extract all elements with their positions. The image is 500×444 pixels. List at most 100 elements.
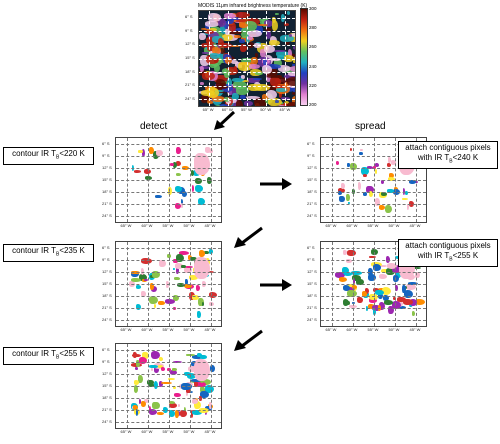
latitude-tick-label: 12° S bbox=[102, 164, 112, 170]
cloud-object bbox=[135, 366, 139, 370]
cloud-object bbox=[343, 299, 350, 306]
cloud-object bbox=[131, 270, 139, 278]
detect-step-220: contour IR TB<220 K bbox=[3, 147, 94, 165]
cloud-object bbox=[175, 266, 179, 275]
brightness-patch bbox=[207, 43, 215, 52]
cloud-object bbox=[411, 311, 415, 316]
cloud-object bbox=[194, 401, 201, 409]
latitude-tick-label: 18° S bbox=[307, 188, 317, 194]
brightness-patch bbox=[205, 55, 220, 65]
cloud-object bbox=[199, 354, 207, 360]
cloud-object bbox=[335, 272, 345, 278]
latitude-tick-label: 18° S bbox=[185, 68, 195, 74]
latitude-gridline bbox=[321, 272, 426, 273]
longitude-tick-label: 55° W bbox=[162, 223, 174, 228]
brightness-patch bbox=[236, 11, 250, 18]
cloud-object bbox=[347, 201, 350, 205]
brightness-patch bbox=[239, 22, 248, 29]
latitude-gridline bbox=[116, 350, 221, 351]
cloud-object bbox=[386, 263, 397, 269]
brightness-patch bbox=[291, 95, 295, 105]
cloud-object bbox=[173, 258, 179, 264]
cloud-object bbox=[387, 177, 396, 181]
cloud-object bbox=[368, 268, 373, 276]
longitude-tick-label: 60° W bbox=[221, 107, 233, 112]
cloud-object bbox=[150, 351, 160, 359]
cloud-object bbox=[185, 278, 188, 286]
cloud-object bbox=[356, 279, 364, 286]
cloud-object bbox=[335, 160, 340, 166]
latitude-gridline bbox=[321, 260, 426, 261]
cloud-object bbox=[161, 367, 165, 371]
cloud-object bbox=[199, 386, 206, 393]
cloud-object bbox=[149, 274, 154, 278]
brightness-patch bbox=[217, 18, 227, 28]
brightness-patch bbox=[224, 12, 236, 19]
longitude-tick-label: 65° W bbox=[202, 107, 214, 112]
brightness-patch bbox=[225, 66, 238, 75]
brightness-patch bbox=[265, 30, 272, 40]
longitude-tick-label: 60° W bbox=[346, 327, 358, 332]
cloud-object bbox=[133, 170, 141, 173]
cloud-object bbox=[205, 270, 215, 273]
cloud-object bbox=[173, 393, 181, 397]
brightness-patch bbox=[290, 66, 295, 73]
cloud-object bbox=[153, 304, 157, 308]
colorbar bbox=[300, 8, 308, 106]
latitude-tick-label: 15° S bbox=[185, 55, 195, 60]
cloud-object bbox=[186, 387, 191, 394]
cloud-object bbox=[403, 290, 413, 298]
cloud-object bbox=[343, 249, 347, 255]
colorbar-tick-label: 280 bbox=[309, 25, 317, 31]
spread-step-240: attach contiguous pixels with IR TB<240 K bbox=[398, 141, 498, 169]
latitude-gridline bbox=[116, 410, 221, 411]
arrow-detect2-to-spread2 bbox=[260, 279, 292, 291]
detect-step-235: contour IR TB<235 K bbox=[3, 244, 94, 262]
colorbar-tick-label: 200 bbox=[309, 102, 317, 107]
brightness-patch bbox=[239, 94, 246, 99]
cloud-object bbox=[352, 277, 356, 284]
detect-map-235 bbox=[115, 241, 222, 327]
colorbar-tick-label: 300 bbox=[309, 6, 317, 11]
brightness-patch bbox=[277, 54, 286, 60]
brightness-patch bbox=[287, 101, 295, 106]
latitude-gridline bbox=[116, 374, 221, 375]
cloud-object bbox=[368, 274, 376, 282]
brightness-patch bbox=[232, 18, 248, 22]
brightness-patch bbox=[257, 24, 268, 27]
cloud-object bbox=[199, 250, 206, 258]
cloud-object bbox=[377, 264, 387, 268]
detect-header: detect bbox=[140, 121, 168, 132]
cloud-object bbox=[374, 169, 378, 174]
latitude-tick-label: 21° S bbox=[307, 200, 317, 206]
cloud-object bbox=[345, 259, 352, 263]
cloud-object bbox=[388, 305, 394, 314]
brightness-patch bbox=[245, 96, 261, 99]
cloud-object bbox=[395, 284, 398, 291]
cloud-object bbox=[159, 357, 164, 362]
latitude-gridline bbox=[321, 156, 426, 157]
brightness-patch bbox=[201, 89, 215, 96]
latitude-tick-label: 15° S bbox=[102, 280, 112, 286]
cloud-object bbox=[409, 179, 417, 184]
latitude-tick-label: 6° S bbox=[102, 346, 110, 352]
cloud-object bbox=[189, 275, 198, 281]
cloud-object bbox=[202, 379, 212, 385]
latitude-tick-label: 12° S bbox=[185, 41, 195, 47]
cloud-object bbox=[191, 294, 199, 301]
latitude-gridline bbox=[116, 422, 221, 423]
brightness-patch bbox=[221, 84, 234, 93]
brightness-patch bbox=[257, 42, 269, 54]
cloud-object bbox=[143, 399, 150, 404]
latitude-tick-label: 15° S bbox=[307, 280, 317, 286]
latitude-gridline bbox=[321, 192, 426, 193]
cloud-object bbox=[179, 251, 190, 255]
latitude-gridline bbox=[116, 180, 221, 181]
brightness-patch bbox=[266, 83, 279, 90]
longitude-tick-label: 45° W bbox=[204, 429, 216, 434]
cloud-object bbox=[154, 367, 160, 373]
latitude-gridline bbox=[199, 44, 295, 46]
cloud-object bbox=[209, 365, 215, 372]
cloud-object bbox=[346, 290, 357, 298]
latitude-tick-label: 6° S bbox=[307, 244, 315, 250]
